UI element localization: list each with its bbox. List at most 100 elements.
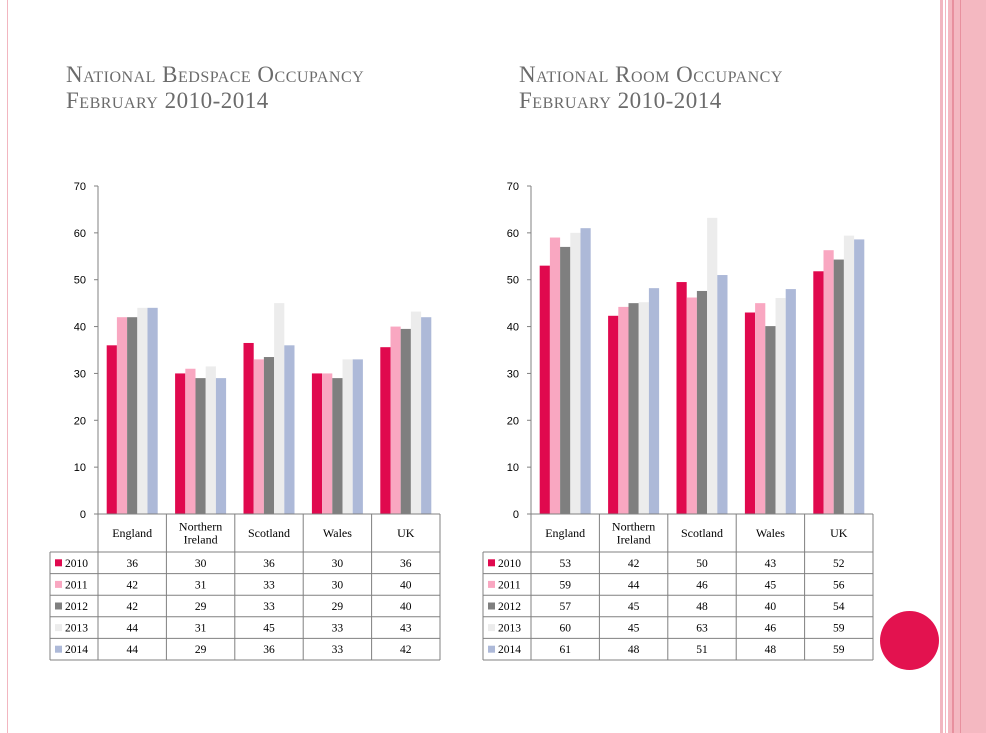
room-y-tick-label: 40 (507, 322, 519, 334)
bedspace-y-tick-label: 10 (74, 462, 86, 474)
room-data-cell: 51 (696, 644, 708, 656)
left-chart-title-line2: February 2010-2014 (66, 88, 269, 113)
bedspace-y-tick-label: 60 (74, 228, 86, 240)
bedspace-data-cell: 40 (400, 601, 412, 613)
bedspace-y-tick-label: 0 (80, 509, 86, 521)
room-y-tick-label: 70 (507, 181, 519, 193)
bedspace-bar-2014-4 (421, 317, 432, 514)
room-y-tick-label: 10 (507, 462, 519, 474)
bedspace-data-cell: 30 (332, 558, 344, 570)
slide-frame-left-line (7, 0, 8, 733)
bedspace-data-cell: 45 (263, 623, 275, 635)
bedspace-legend-key-2014 (55, 645, 62, 653)
room-category-label: UK (830, 526, 848, 540)
bedspace-category-label: UK (397, 526, 415, 540)
bedspace-bar-2014-1 (215, 378, 227, 514)
bedspace-category-label: Northern Ireland (179, 520, 222, 547)
room-bar-2013-0 (570, 232, 581, 514)
room-legend-label: 2011 (498, 579, 521, 591)
room-data-cell: 61 (559, 644, 571, 656)
room-data-cell: 53 (559, 558, 571, 570)
room-legend-key-2014 (488, 645, 495, 653)
right-chart-title-line1: National Room Occupancy (519, 62, 783, 87)
bedspace-bar-2012-4 (400, 328, 411, 514)
bedspace-y-tick-label: 30 (74, 368, 86, 380)
bedspace-data-cell: 33 (332, 644, 344, 656)
bedspace-bar-2011-4 (390, 326, 401, 514)
room-bar-2011-1 (618, 306, 629, 514)
stripe-3 (948, 0, 986, 733)
room-y-tick-label: 50 (507, 275, 519, 287)
room-data-cell: 46 (765, 623, 777, 635)
bedspace-data-cell: 31 (195, 579, 207, 591)
room-legend-key-2010 (488, 559, 495, 567)
room-data-cell: 48 (628, 644, 640, 656)
room-data-cell: 57 (559, 601, 571, 613)
room-legend-label: 2010 (498, 558, 521, 570)
left-chart-title: National Bedspace Occupancy February 201… (66, 62, 364, 114)
room-data-cell: 59 (833, 623, 845, 635)
bedspace-legend-key-2012 (55, 602, 62, 610)
bedspace-bar-2010-1 (175, 373, 186, 514)
bedspace-data-cell: 30 (195, 558, 207, 570)
room-bar-2011-0 (549, 237, 561, 515)
room-bar-2012-4 (833, 259, 844, 514)
bedspace-data-cell: 44 (126, 623, 138, 635)
bedspace-data-cell: 36 (400, 558, 412, 570)
bedspace-data-cell: 33 (263, 601, 275, 613)
room-data-cell: 43 (765, 558, 777, 570)
bedspace-bar-2014-2 (284, 345, 295, 514)
bedspace-y-tick-label: 40 (74, 322, 86, 334)
room-category-label: England (545, 526, 585, 540)
room-data-cell: 46 (696, 579, 708, 591)
bedspace-y-tick-label: 20 (74, 415, 86, 427)
bedspace-category-label: Scotland (248, 526, 290, 540)
bedspace-legend-label: 2012 (65, 601, 88, 613)
bedspace-bar-2013-4 (410, 311, 422, 514)
right-chart-title: National Room Occupancy February 2010-20… (519, 62, 783, 114)
bedspace-data-cell: 29 (332, 601, 344, 613)
room-legend-label: 2012 (498, 601, 521, 613)
bedspace-data-cell: 42 (126, 579, 138, 591)
bedspace-category-label: England (112, 526, 152, 540)
bedspace-legend-key-2011 (55, 580, 62, 588)
bedspace-bar-2010-2 (243, 342, 254, 514)
bedspace-bar-2014-3 (352, 359, 363, 514)
bedspace-data-cell: 40 (400, 579, 412, 591)
room-bar-2014-2 (717, 275, 728, 514)
room-data-cell: 50 (696, 558, 708, 570)
room-bar-2010-1 (608, 315, 619, 514)
room-bar-2010-3 (744, 312, 756, 514)
room-y-tick-label: 30 (507, 368, 519, 380)
bedspace-data-cell: 29 (195, 644, 207, 656)
room-data-cell: 44 (628, 579, 640, 591)
bedspace-data-cell: 31 (195, 623, 207, 635)
room-bar-2012-1 (628, 303, 639, 514)
room-legend-key-2012 (488, 602, 495, 610)
bedspace-data-cell: 43 (400, 623, 412, 635)
bedspace-bar-2012-2 (263, 357, 275, 514)
bedspace-data-cell: 36 (263, 644, 275, 656)
room-data-cell: 45 (628, 623, 640, 635)
room-bar-2013-1 (638, 302, 649, 514)
room-bar-2010-0 (539, 265, 550, 514)
bedspace-legend-label: 2011 (65, 579, 88, 591)
bedspace-category-label: Wales (323, 526, 352, 540)
room-bar-2014-1 (648, 288, 660, 514)
bedspace-data-cell: 36 (263, 558, 275, 570)
room-category-label: Scotland (681, 526, 723, 540)
bedspace-bar-2013-3 (342, 359, 353, 514)
room-legend-label: 2014 (498, 644, 521, 656)
room-data-cell: 48 (696, 601, 708, 613)
stripe-4 (952, 0, 954, 733)
bedspace-data-cell: 42 (126, 601, 138, 613)
bedspace-y-tick-label: 50 (74, 275, 86, 287)
bedspace-data-cell: 42 (400, 644, 412, 656)
room-data-cell: 52 (833, 558, 845, 570)
room-data-cell: 59 (833, 644, 845, 656)
room-data-cell: 63 (696, 623, 708, 635)
bedspace-legend-label: 2010 (65, 558, 88, 570)
room-bar-2010-2 (676, 282, 687, 514)
room-data-cell: 48 (765, 644, 777, 656)
